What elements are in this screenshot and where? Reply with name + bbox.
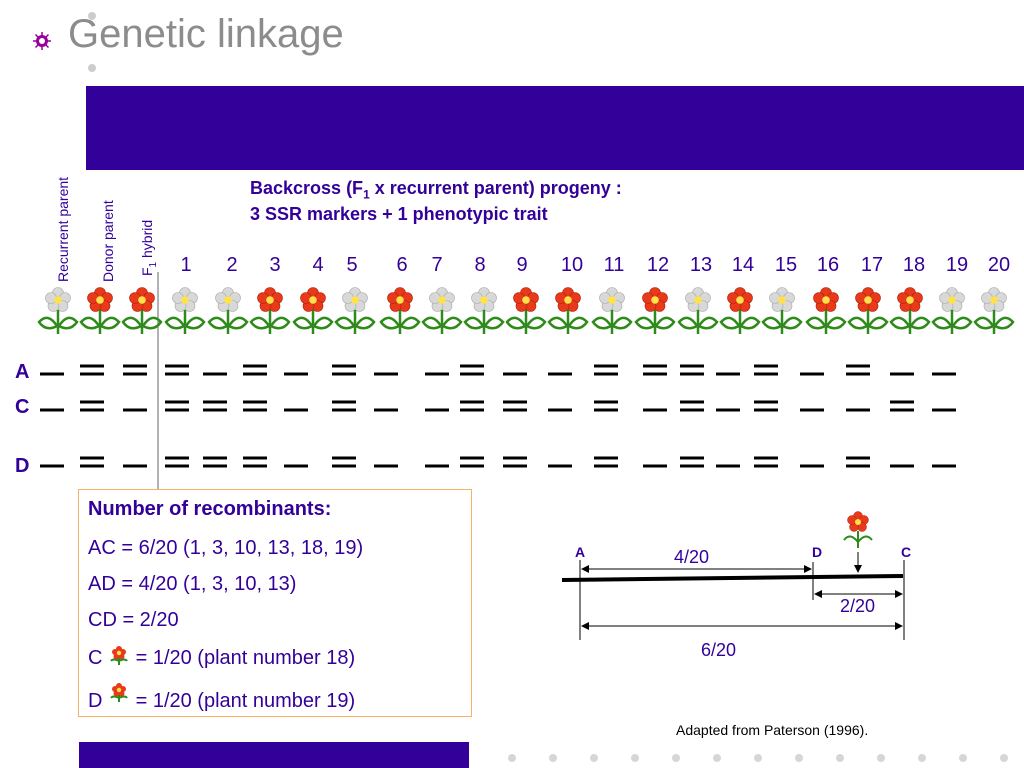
map-distance-ac: 6/20 [701, 640, 737, 660]
decor-dot [959, 754, 967, 762]
flower-icon [110, 683, 128, 702]
map-label-a: A [575, 544, 586, 560]
slide-title: Genetic linkage [68, 12, 344, 56]
decor-dot [1000, 754, 1008, 762]
recombinants-ac: AC = 6/20 (1, 3, 10, 13, 18, 19) [88, 537, 364, 559]
flower-icon [249, 287, 291, 334]
flower-icon [79, 287, 121, 334]
decor-dot [918, 754, 926, 762]
flower-icon [164, 287, 206, 334]
progeny-number: 8 [474, 254, 486, 276]
marker-label-c: C [15, 396, 30, 418]
map-label-d: D [812, 544, 823, 560]
source-credit: Adapted from Paterson (1996). [676, 722, 869, 738]
c-trait-suffix: = 1/20 (plant number 18) [135, 647, 356, 669]
recombinants-c-trait: C = 1/20 (plant number 18) [88, 646, 355, 670]
flower-icon [677, 287, 719, 334]
progeny-number: 12 [646, 254, 670, 276]
flower-icon [121, 287, 163, 334]
heading-prefix: Backcross (F [250, 178, 364, 198]
progeny-number: 16 [816, 254, 840, 276]
recombinants-title: Number of recombinants: [88, 498, 332, 520]
decor-dot [549, 754, 557, 762]
progeny-number: 6 [396, 254, 408, 276]
flower-icon [847, 287, 889, 334]
progeny-number: 11 [603, 254, 625, 276]
decor-dot [836, 754, 844, 762]
decor-dot [713, 754, 721, 762]
progeny-number: 1 [180, 254, 192, 276]
flower-icon [463, 287, 505, 334]
recombinants-ad: AD = 4/20 (1, 3, 10, 13) [88, 573, 297, 595]
progeny-number: 18 [902, 254, 926, 276]
c-trait-prefix: C [88, 647, 103, 669]
decor-dot [88, 64, 96, 72]
map-distance-dc: 2/20 [840, 596, 876, 616]
decor-dot [88, 12, 96, 20]
progeny-number: 20 [987, 254, 1011, 276]
marker-label-d: D [15, 455, 30, 477]
progeny-heading-line1: Backcross (F1 x recurrent parent) progen… [250, 178, 622, 202]
d-trait-suffix: = 1/20 (plant number 19) [135, 690, 356, 712]
progeny-number: 9 [516, 254, 528, 276]
map-distance-ad: 4/20 [674, 547, 710, 567]
chromosome-line [561, 574, 904, 582]
flower-icon [379, 287, 421, 334]
flower-icon [889, 287, 931, 334]
flower-icon [505, 287, 547, 334]
progeny-number: 3 [269, 254, 281, 276]
flower-icon [719, 287, 761, 334]
recombinants-box [78, 489, 472, 717]
decor-dot [672, 754, 680, 762]
flower-icon [761, 287, 803, 334]
flower-icon [634, 287, 676, 334]
flower-icon [973, 287, 1015, 334]
progeny-number: 17 [860, 254, 884, 276]
decor-dot [877, 754, 885, 762]
progeny-number: 2 [226, 254, 238, 276]
progeny-number: 13 [689, 254, 713, 276]
progeny-heading-line2: 3 SSR markers + 1 phenotypic trait [250, 204, 548, 224]
progeny-number: 4 [312, 254, 324, 276]
flower-icon [292, 287, 334, 334]
recombinants-d-trait: D = 1/20 (plant number 19) [88, 683, 355, 713]
footer-bar [79, 742, 469, 768]
recombinants-cd: CD = 2/20 [88, 609, 179, 631]
decor-dot [754, 754, 762, 762]
map-label-c: C [901, 544, 912, 560]
progeny-number: 5 [346, 254, 358, 276]
decor-dot [590, 754, 598, 762]
header-bar [86, 86, 1024, 170]
flower-icon [547, 287, 589, 334]
decor-dot [631, 754, 639, 762]
flower-icon [37, 287, 79, 334]
flower-icon [334, 287, 376, 334]
flower-icon [805, 287, 847, 334]
progeny-number: 10 [560, 254, 584, 276]
trait-flower-icon [843, 511, 873, 548]
bullet-icon [33, 32, 51, 50]
heading-sub: 1 [363, 187, 370, 202]
marker-label-a: A [15, 361, 30, 383]
progeny-number: 7 [431, 254, 443, 276]
heading-suffix: x recurrent parent) progeny : [369, 178, 622, 198]
flower-icon [931, 287, 973, 334]
decor-dot [508, 754, 516, 762]
progeny-number: 19 [945, 254, 969, 276]
flower-icon [421, 287, 463, 334]
flower-icon [110, 646, 128, 665]
progeny-number: 14 [731, 254, 755, 276]
progeny-number: 15 [774, 254, 798, 276]
flower-icon [207, 287, 249, 334]
decor-dot [795, 754, 803, 762]
d-trait-prefix: D [88, 690, 103, 712]
flower-icon [591, 287, 633, 334]
